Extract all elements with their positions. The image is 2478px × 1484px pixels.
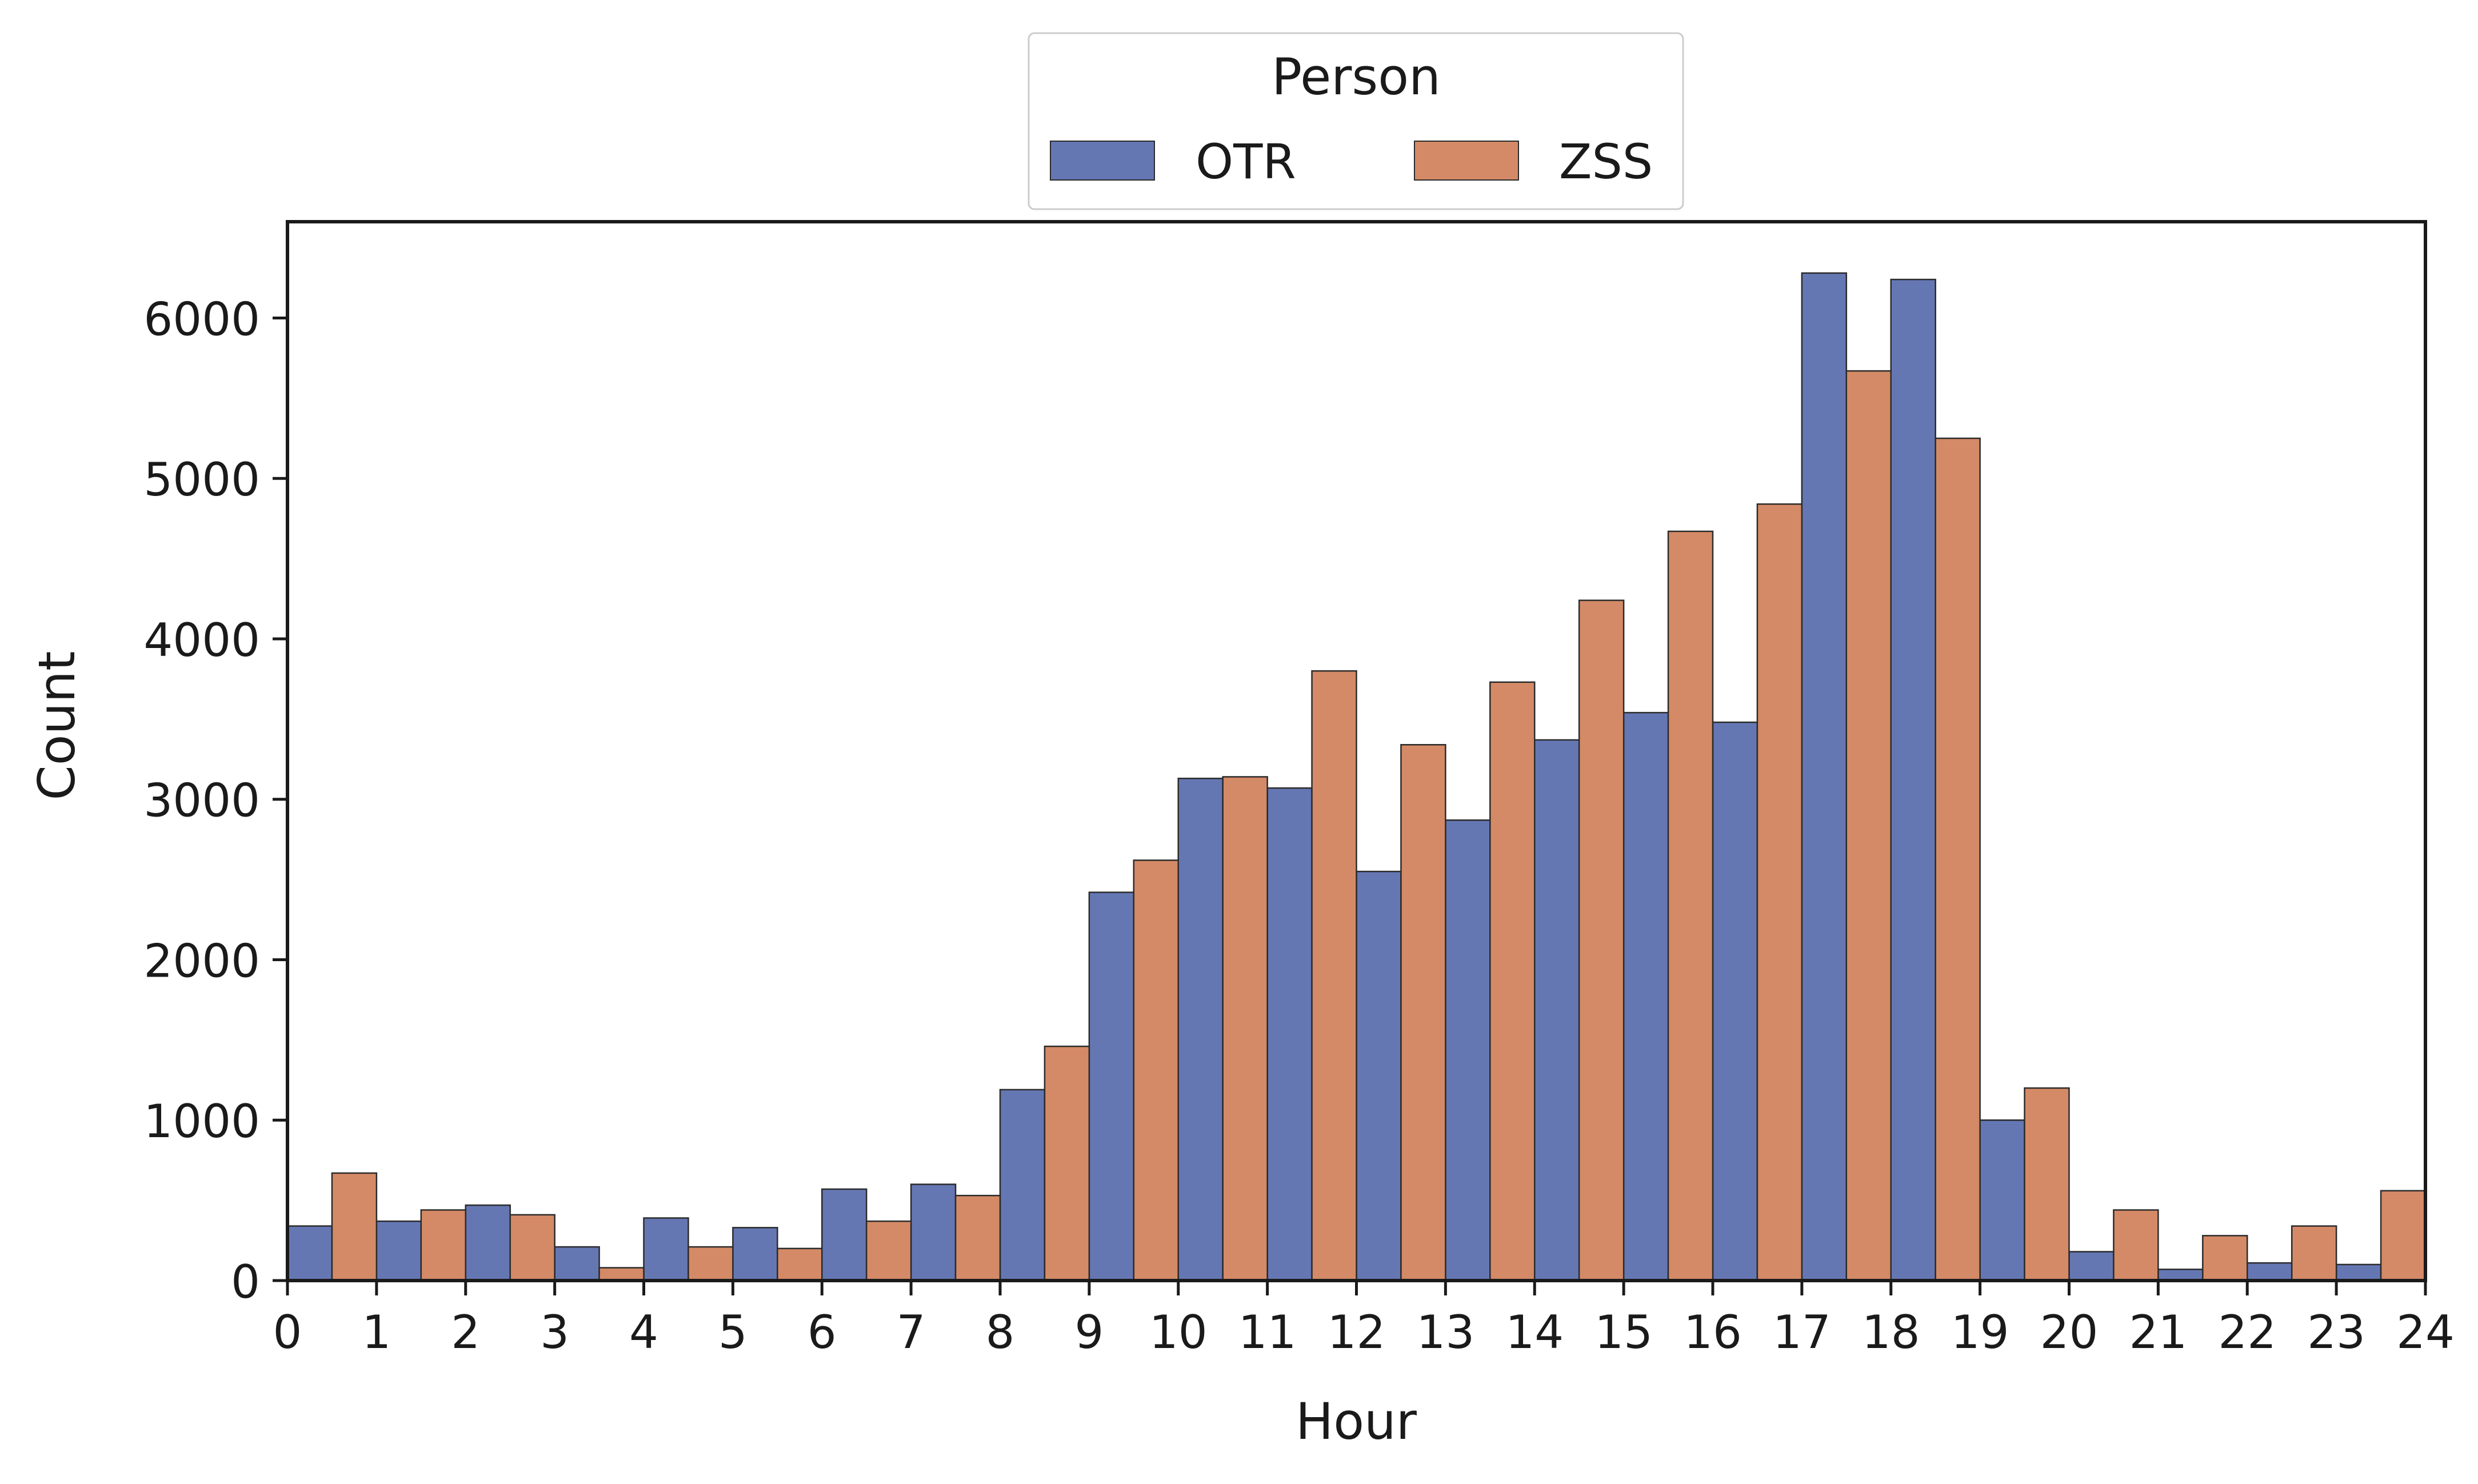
x-axis-label: Hour <box>1296 1392 1417 1451</box>
y-tick-label: 5000 <box>143 453 260 506</box>
bar-otr-hour-1 <box>375 1220 422 1282</box>
x-tick-label: 24 <box>2396 1306 2455 1359</box>
bar-zss-hour-11 <box>1311 670 1357 1282</box>
bars-layer <box>286 272 2427 1282</box>
bar-zss-hour-4 <box>688 1246 734 1282</box>
bar-zss-hour-7 <box>954 1194 1001 1282</box>
bar-otr-hour-3 <box>554 1246 600 1282</box>
x-tick-label: 23 <box>2307 1306 2365 1359</box>
x-tick-label: 15 <box>1594 1306 1653 1359</box>
x-tick-label: 22 <box>2218 1306 2276 1359</box>
bar-otr-hour-9 <box>1088 891 1135 1282</box>
bar-otr-hour-20 <box>2068 1251 2115 1282</box>
x-tick-label: 5 <box>718 1306 748 1359</box>
bar-zss-hour-19 <box>2024 1087 2070 1282</box>
bar-otr-hour-4 <box>643 1217 689 1282</box>
bar-otr-hour-22 <box>2247 1262 2293 1282</box>
y-axis-label: Count <box>27 651 86 800</box>
x-tick-label: 17 <box>1773 1306 1831 1359</box>
bar-zss-hour-15 <box>1667 530 1714 1282</box>
bar-zss-hour-21 <box>2202 1235 2248 1282</box>
legend-swatch-zss <box>1414 141 1519 181</box>
x-tick-label: 7 <box>897 1306 926 1359</box>
bar-zss-hour-13 <box>1489 681 1536 1282</box>
x-tick-label: 8 <box>986 1306 1015 1359</box>
x-tick-label: 11 <box>1238 1306 1297 1359</box>
x-tick-label: 13 <box>1416 1306 1474 1359</box>
bar-zss-hour-1 <box>420 1209 466 1282</box>
bar-zss-hour-3 <box>598 1267 645 1282</box>
bar-otr-hour-5 <box>732 1227 778 1282</box>
x-tick-label: 9 <box>1074 1306 1104 1359</box>
bar-otr-hour-8 <box>999 1089 1046 1282</box>
y-tick-label: 4000 <box>143 614 260 667</box>
bar-otr-hour-12 <box>1356 870 1402 1282</box>
bar-zss-hour-14 <box>1578 599 1625 1282</box>
bar-otr-hour-19 <box>1979 1119 2025 1282</box>
legend-title: Person <box>1272 47 1441 106</box>
x-tick-label: 19 <box>1951 1306 2009 1359</box>
x-tick-label: 12 <box>1328 1306 1386 1359</box>
bar-otr-hour-6 <box>821 1188 868 1282</box>
x-tick-label: 4 <box>629 1306 658 1359</box>
y-axis: 0 1000 2000 3000 4000 5000 6000 <box>143 293 287 1309</box>
bar-otr-hour-7 <box>910 1183 957 1282</box>
bar-zss-hour-9 <box>1133 859 1180 1282</box>
bar-otr-hour-11 <box>1266 787 1313 1282</box>
x-tick-label: 2 <box>451 1306 480 1359</box>
x-tick-label: 1 <box>362 1306 391 1359</box>
bar-otr-hour-16 <box>1712 721 1758 1282</box>
x-tick-label: 6 <box>808 1306 837 1359</box>
bar-zss-hour-0 <box>331 1172 378 1282</box>
y-tick-label: 2000 <box>143 934 260 987</box>
bar-otr-hour-14 <box>1534 739 1580 1282</box>
bar-zss-hour-20 <box>2113 1209 2159 1282</box>
bar-zss-hour-2 <box>509 1214 555 1282</box>
x-tick-label: 0 <box>273 1306 302 1359</box>
bar-otr-hour-17 <box>1801 272 1848 1282</box>
bar-zss-hour-6 <box>865 1220 912 1282</box>
bar-zss-hour-18 <box>1935 437 1981 1282</box>
bar-otr-hour-13 <box>1445 819 1491 1282</box>
bar-zss-hour-17 <box>1845 370 1892 1282</box>
x-tick-label: 18 <box>1862 1306 1920 1359</box>
bar-otr-hour-18 <box>1890 278 1936 1282</box>
legend-swatch-otr <box>1050 141 1155 181</box>
x-tick-label: 14 <box>1505 1306 1564 1359</box>
y-tick-label: 0 <box>231 1255 260 1309</box>
bar-zss-hour-10 <box>1222 776 1268 1282</box>
x-tick-label: 16 <box>1684 1306 1742 1359</box>
bar-otr-hour-2 <box>465 1204 511 1282</box>
bar-zss-hour-5 <box>777 1247 823 1282</box>
legend: Person OTR ZSS <box>1028 32 1684 210</box>
bar-otr-hour-15 <box>1622 711 1669 1282</box>
legend-label-otr: OTR <box>1196 134 1296 190</box>
y-tick-label: 6000 <box>143 293 260 346</box>
bar-otr-hour-10 <box>1177 777 1224 1282</box>
x-axis: 0 1 2 3 4 5 6 7 8 9 10 11 12 13 14 15 16 17 18 19 20 21 22 23 24 <box>273 1281 2455 1359</box>
y-tick-label: 1000 <box>143 1095 260 1148</box>
bar-zss-hour-12 <box>1400 744 1446 1282</box>
bar-zss-hour-22 <box>2291 1225 2337 1282</box>
bar-otr-hour-23 <box>2335 1263 2382 1282</box>
x-tick-label: 20 <box>2040 1306 2099 1359</box>
legend-label-zss: ZSS <box>1559 134 1653 190</box>
x-tick-label: 3 <box>540 1306 569 1359</box>
bar-zss-hour-8 <box>1044 1045 1090 1282</box>
bar-zss-hour-23 <box>2380 1190 2427 1282</box>
x-tick-label: 21 <box>2129 1306 2187 1359</box>
legend-box <box>1028 32 1684 210</box>
bar-zss-hour-16 <box>1756 503 1803 1282</box>
bar-otr-hour-0 <box>286 1225 333 1282</box>
x-tick-label: 10 <box>1149 1306 1208 1359</box>
y-tick-label: 3000 <box>143 774 260 827</box>
